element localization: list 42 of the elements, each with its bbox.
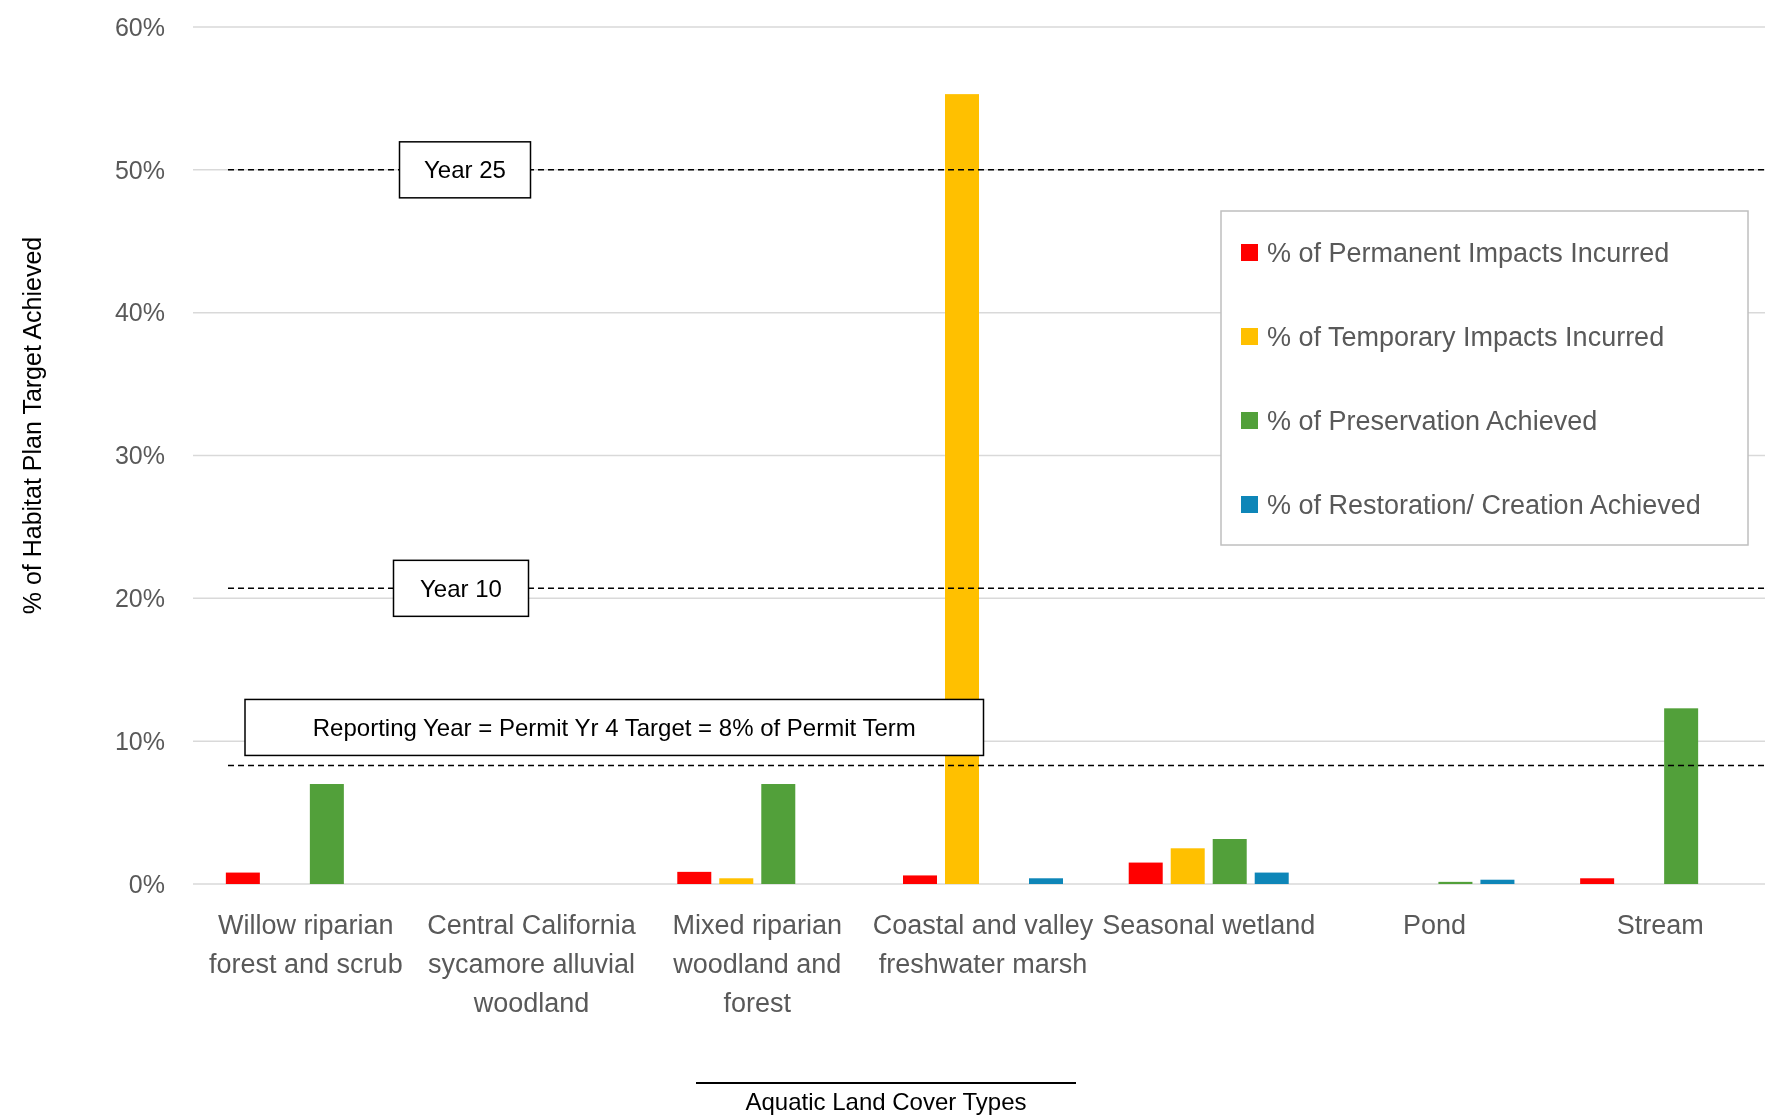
x-tick-label: Seasonal wetland (1102, 910, 1316, 940)
bar (1029, 878, 1063, 884)
x-tick-label: Mixed riparian woodland and forest (672, 910, 843, 1018)
y-tick-label: 20% (114, 584, 165, 613)
bar (945, 94, 979, 884)
y-tick-label: 60% (114, 12, 165, 41)
y-axis-title: % of Habitat Plan Target Achieved (18, 236, 46, 615)
bar (1480, 879, 1515, 884)
y-tick-label: 10% (114, 726, 165, 755)
x-tick-label: Willow riparian forest and scrub (209, 910, 403, 979)
bar (1438, 881, 1473, 884)
x-tick-label: Pond (1402, 910, 1466, 940)
legend-label: % of Restoration/ Creation Achieved (1267, 490, 1701, 521)
label-box: Year 25 (398, 141, 532, 199)
bar (1128, 862, 1163, 884)
bar (1170, 848, 1205, 884)
x-axis-title: Aquatic Land Cover Types (745, 1088, 1027, 1115)
bar (309, 784, 344, 884)
bar (1254, 872, 1289, 884)
bar (1664, 708, 1699, 884)
y-tick-label: 0% (128, 869, 165, 898)
label-box: Reporting Year = Permit Yr 4 Target = 8% of Permit Term (244, 698, 985, 757)
ref-line-label: Year 10 (420, 574, 502, 602)
legend-label: % of Permanent Impacts Incurred (1267, 238, 1670, 269)
label-box: Year 10 (392, 559, 530, 618)
bar (719, 878, 754, 884)
y-tick-label: 50% (114, 155, 165, 184)
bar (1212, 839, 1247, 884)
bar (225, 872, 260, 884)
ref-line-label: Reporting Year = Permit Yr 4 Target = 8% of Permit Term (312, 713, 916, 741)
legend-label: % of Preservation Achieved (1267, 406, 1598, 437)
ref-line-label: Year 25 (424, 156, 506, 184)
bar (677, 871, 712, 884)
x-tick-label: Central California sycamore alluvial woodland (427, 910, 637, 1018)
y-tick-label: 40% (114, 298, 165, 327)
x-tick-label: Stream (1616, 910, 1704, 940)
bar (903, 875, 937, 884)
y-tick-label: 30% (114, 441, 165, 470)
legend-label: % of Temporary Impacts Incurred (1267, 322, 1665, 353)
bar (1580, 878, 1615, 884)
bar (761, 784, 796, 884)
x-tick-label: Coastal and valley freshwater marsh (872, 910, 1094, 979)
